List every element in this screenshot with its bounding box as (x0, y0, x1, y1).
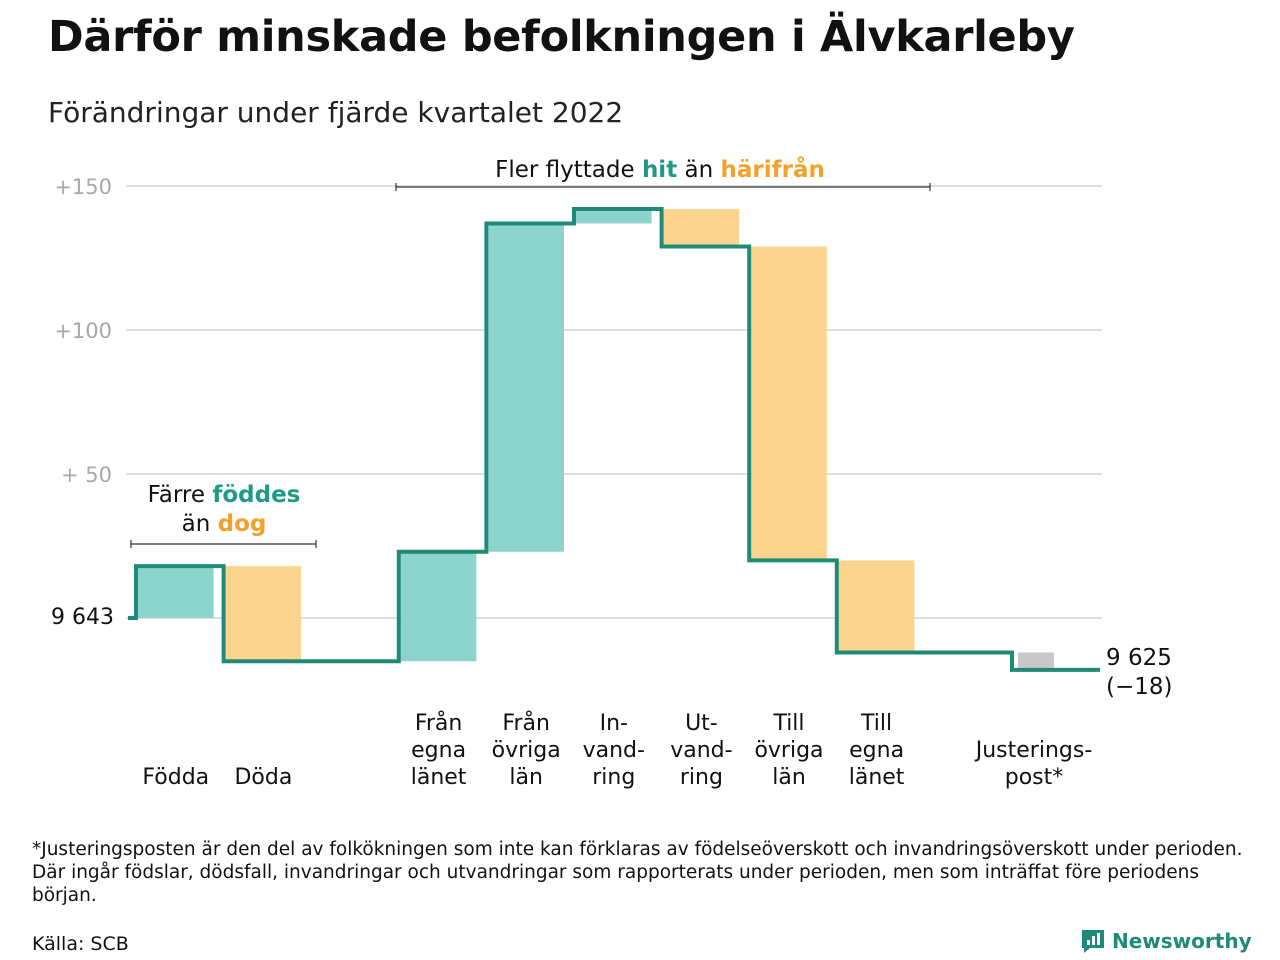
start-value-label: 9 643 (51, 605, 114, 630)
births-annotation-line2: än dog (182, 511, 267, 537)
bar (1018, 652, 1054, 670)
category-label: Till övriga län (754, 711, 823, 790)
category-label: Ut-vand-ring (670, 711, 732, 790)
bar (663, 209, 740, 247)
category-label: Justerings-post* (974, 738, 1093, 790)
brand-logo: Newsworthy (1080, 928, 1252, 954)
newsworthy-logo-icon (1082, 930, 1104, 953)
source-label: Källa: SCB (32, 933, 129, 955)
category-label: In-vand-ring (583, 711, 645, 790)
end-change-label: (−18) (1106, 674, 1172, 700)
y-tick-label: +100 (54, 319, 112, 343)
y-tick-label: + 50 (61, 463, 112, 487)
bar (576, 209, 652, 224)
migration-annotation: Fler flyttade hit än härifrån (495, 156, 825, 183)
brand-name: Newsworthy (1112, 929, 1252, 953)
chart-title: Därför minskade befolkningen i Älvkarleb… (48, 12, 1075, 62)
footnote: *Justeringsposten är den del av folkökni… (32, 839, 1243, 906)
category-label: Födda (142, 765, 209, 790)
category-label: Till egna länet (849, 711, 905, 790)
bar (488, 223, 564, 552)
bar (400, 551, 477, 662)
category-label: Från egna länet (411, 710, 467, 790)
category-label: Från övriga län (492, 710, 561, 790)
y-tick-label: +150 (54, 175, 112, 199)
end-value-label: 9 625 (1106, 645, 1172, 671)
births-annotation-line1: Färre föddes (148, 482, 301, 508)
cumulative-step-line (128, 207, 1100, 672)
bar (751, 246, 827, 561)
category-label: Döda (234, 765, 292, 790)
chart-subtitle: Förändringar under fjärde kvartalet 2022 (48, 96, 624, 129)
waterfall-chart: +150 +100 + 50 9 643 9 625 (−18) Födda Döda Från… (51, 156, 1172, 790)
bar (225, 566, 302, 662)
bar (838, 560, 915, 653)
bar (138, 566, 214, 618)
